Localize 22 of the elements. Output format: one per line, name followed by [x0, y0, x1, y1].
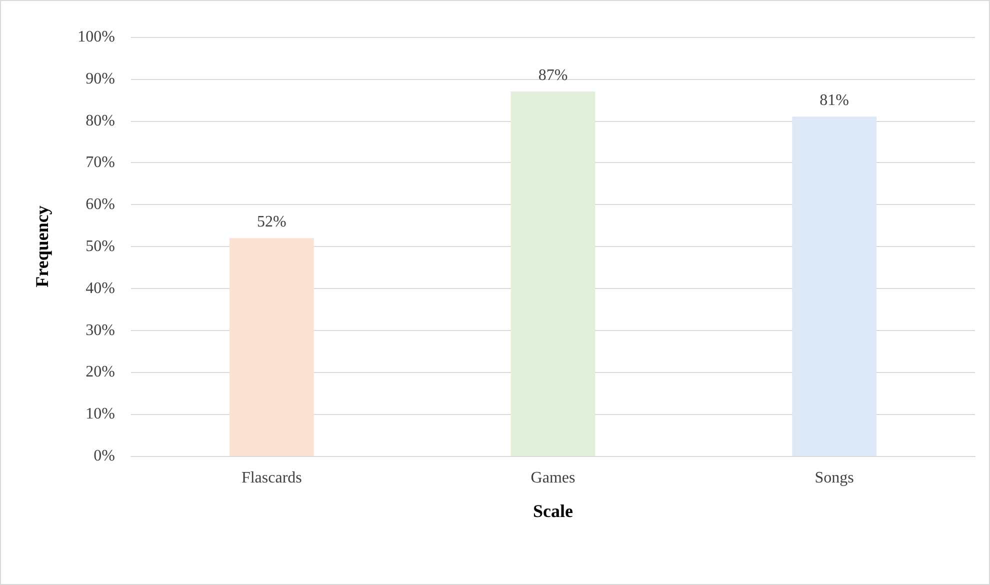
bar — [792, 116, 877, 456]
y-tick-label: 50% — [86, 238, 115, 255]
data-label: 87% — [538, 66, 568, 84]
data-label: 52% — [257, 214, 286, 231]
y-tick-label: 30% — [86, 322, 115, 339]
y-axis-title: Frequency — [32, 206, 52, 288]
x-tick-label: Games — [530, 470, 576, 486]
x-axis-title: Scale — [533, 501, 573, 521]
y-tick-label: 40% — [86, 280, 115, 297]
x-tick-label: Songs — [814, 470, 854, 486]
bar — [229, 238, 314, 456]
x-tick-label: Flascards — [241, 470, 302, 486]
y-tick-label: 20% — [86, 364, 115, 381]
data-label: 81% — [820, 92, 849, 110]
y-tick-label: 100% — [78, 28, 115, 46]
y-tick-label: 80% — [86, 112, 115, 130]
y-tick-label: 0% — [94, 448, 115, 464]
y-tick-label: 90% — [86, 70, 115, 88]
y-tick-label: 70% — [86, 154, 115, 172]
y-tick-label: 60% — [86, 196, 115, 214]
y-tick-label: 10% — [86, 406, 115, 423]
bar — [510, 91, 596, 456]
